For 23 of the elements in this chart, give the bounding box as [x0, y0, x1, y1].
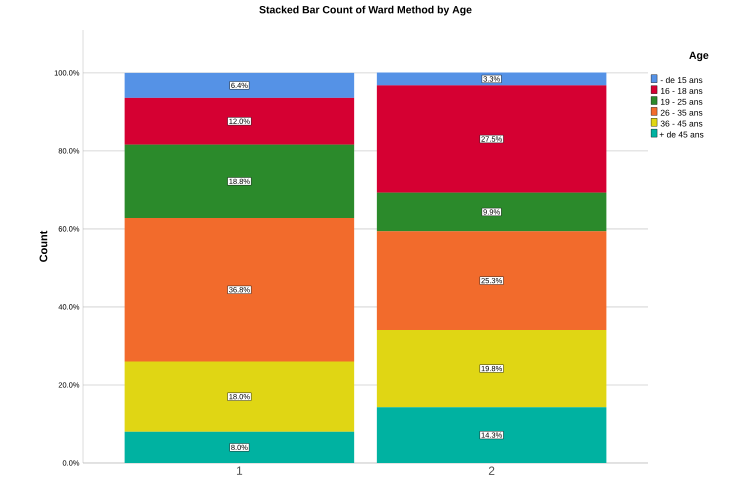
legend-label: - de 15 ans [660, 76, 702, 84]
bar [124, 432, 354, 463]
legend-title: Age [689, 52, 708, 62]
bar [124, 144, 354, 218]
y-axis-title: Count [40, 230, 48, 262]
bar [376, 85, 606, 193]
legend-label: 19 - 25 ans [660, 98, 702, 105]
bar [376, 231, 606, 330]
bar [376, 72, 606, 86]
x-tick-label: 2 [488, 466, 494, 475]
x-tick-label: 1 [236, 466, 242, 475]
legend-label: 26 - 35 ans [660, 110, 702, 116]
legend-label: + de 45 ans [660, 131, 704, 138]
bar [124, 362, 354, 432]
legend-label: 36 - 45 ans [660, 120, 702, 127]
bar [376, 330, 606, 408]
chart-title: Stacked Bar Count of Ward Method by Age [259, 6, 472, 16]
legend-label: 16 - 18 ans [660, 88, 702, 94]
bar [124, 72, 354, 98]
bar [124, 218, 354, 362]
bar [376, 192, 606, 232]
bar [376, 407, 606, 463]
bar [124, 98, 354, 145]
